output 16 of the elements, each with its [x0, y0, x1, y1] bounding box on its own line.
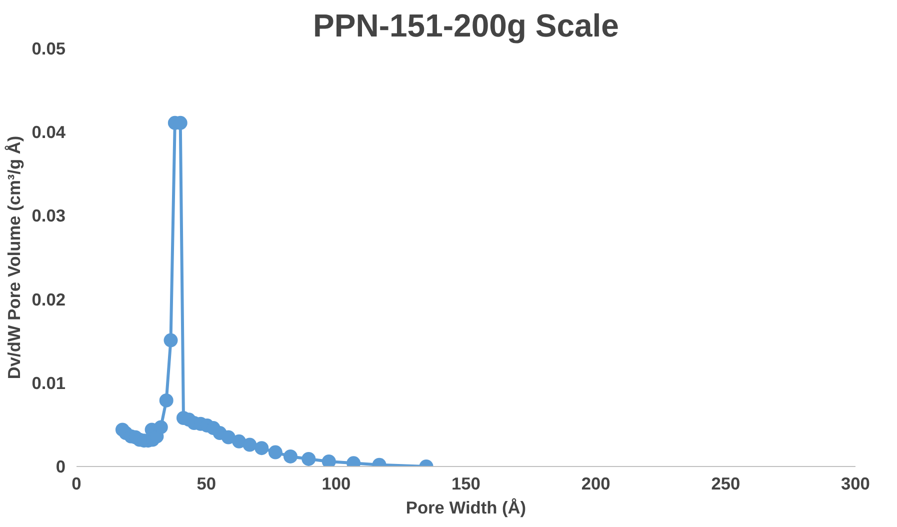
chart-title: PPN-151-200g Scale — [313, 8, 619, 44]
y-tick-label: 0.04 — [32, 122, 66, 142]
y-tick-label: 0.03 — [32, 206, 66, 226]
x-tick-label: 150 — [452, 474, 480, 494]
x-tick-label: 100 — [322, 474, 351, 494]
x-tick-label: 300 — [841, 474, 870, 494]
y-tick-label: 0.05 — [32, 38, 66, 58]
x-axis-title: Pore Width (Å) — [406, 498, 526, 518]
x-tick-label: 200 — [581, 474, 610, 494]
y-tick-label: 0.02 — [32, 289, 66, 310]
x-tick-label: 50 — [196, 474, 216, 494]
y-axis-title: Dv/dW Pore Volume (cm³/g Å) — [4, 136, 24, 380]
y-tick-label: 0.01 — [32, 372, 66, 393]
x-tick-label: 250 — [711, 474, 740, 494]
x-tick-label: 0 — [72, 474, 82, 494]
y-tick-label: 0 — [56, 456, 66, 476]
